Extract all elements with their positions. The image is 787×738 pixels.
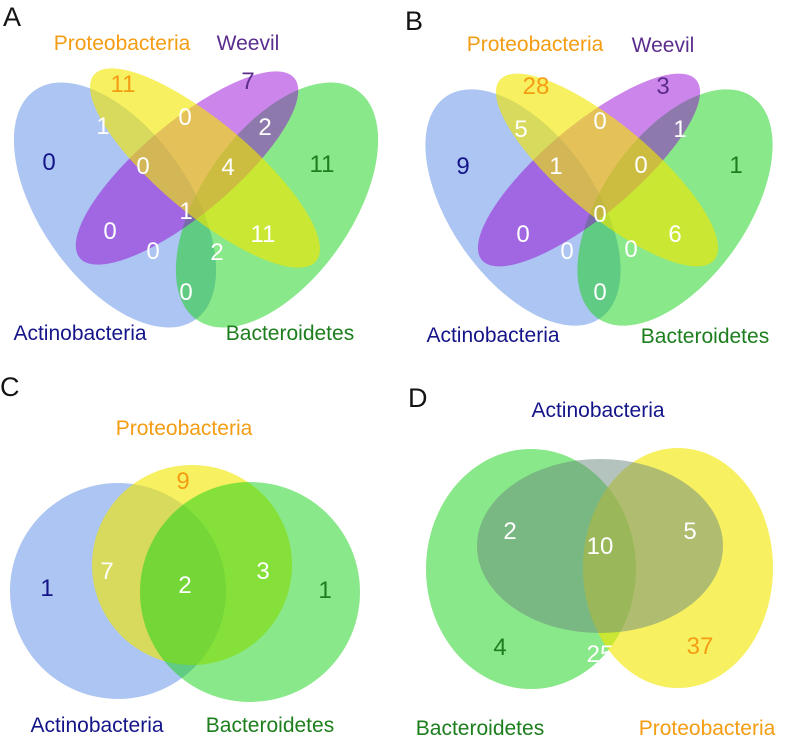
panel-letter-c: C bbox=[0, 372, 20, 402]
venn-circle-bacteroidetes bbox=[140, 482, 360, 702]
region-count-actino-weevil: 0 bbox=[103, 218, 117, 245]
region-count-proteobacteria: 9 bbox=[176, 468, 190, 495]
region-count-actino-bactero: 0 bbox=[179, 279, 193, 306]
set-label-proteobacteria: Proteobacteria bbox=[466, 33, 604, 56]
panel-a: A Proteobacteria Weevil Actinobacteria B… bbox=[0, 0, 419, 369]
region-count-proteobacteria: 11 bbox=[110, 71, 136, 98]
region-count-proteo-weevil: 0 bbox=[178, 104, 192, 131]
region-count-proteo-bactero: 6 bbox=[668, 221, 682, 248]
set-label-weevil: Weevil bbox=[216, 32, 280, 55]
region-count-weevil-bactero: 1 bbox=[673, 116, 687, 143]
region-count-actino-proteo: 5 bbox=[683, 518, 697, 545]
set-label-proteobacteria: Proteobacteria bbox=[53, 32, 191, 55]
region-count-actino-proteo-bactero: 0 bbox=[624, 236, 638, 263]
set-label-bacteroidetes: Bacteroidetes bbox=[415, 717, 545, 738]
region-count-proteo-bactero: 11 bbox=[250, 221, 276, 248]
venn-circle-actinobacteria bbox=[477, 459, 723, 633]
region-count-all-four: 0 bbox=[593, 201, 607, 228]
region-count-actino-proteo: 5 bbox=[514, 116, 528, 143]
region-count-bacteroidetes: 11 bbox=[309, 151, 335, 178]
region-count-actinobacteria: 1 bbox=[40, 575, 54, 602]
region-count-weevil: 3 bbox=[656, 73, 670, 100]
region-count-actino-proteo-bactero: 2 bbox=[210, 239, 224, 266]
region-count-bactero-proteo: 25 bbox=[586, 641, 614, 668]
region-count-proteo-weevil-bactero: 4 bbox=[221, 154, 235, 181]
region-count-actino-proteo: 1 bbox=[96, 113, 110, 140]
region-count-weevil-bactero: 2 bbox=[258, 114, 272, 141]
set-label-actinobacteria: Actinobacteria bbox=[531, 399, 665, 422]
region-count-all-three: 10 bbox=[586, 533, 614, 560]
region-count-all-three: 2 bbox=[178, 572, 192, 599]
region-count-proteobacteria: 37 bbox=[686, 633, 714, 660]
set-label-weevil: Weevil bbox=[631, 34, 695, 57]
set-label-bacteroidetes: Bacteroidetes bbox=[225, 322, 355, 345]
region-count-weevil: 7 bbox=[241, 68, 255, 95]
region-count-actino-weevil-bactero: 0 bbox=[560, 238, 574, 265]
set-label-bacteroidetes: Bacteroidetes bbox=[205, 714, 335, 737]
region-count-proteo-weevil-bactero: 0 bbox=[634, 152, 648, 179]
region-count-actinobacteria: 0 bbox=[42, 149, 56, 176]
region-count-actino-proteo-weevil: 1 bbox=[549, 153, 563, 180]
region-count-proteobacteria: 28 bbox=[522, 73, 550, 100]
region-count-proteo-weevil: 0 bbox=[593, 108, 607, 135]
region-count-actino-proteo: 7 bbox=[100, 558, 114, 585]
set-label-proteobacteria: Proteobacteria bbox=[115, 417, 253, 440]
region-count-bacteroidetes: 4 bbox=[493, 634, 507, 661]
set-label-actinobacteria: Actinobacteria bbox=[13, 322, 147, 345]
region-count-all-four: 1 bbox=[179, 198, 193, 225]
panel-c: C Proteobacteria Actinobacteria Bacteroi… bbox=[0, 369, 393, 738]
panel-b: B Proteobacteria Weevil Actinobacteria B… bbox=[386, 0, 787, 369]
panel-letter-b: B bbox=[405, 6, 424, 36]
region-count-actino-proteo-weevil: 0 bbox=[136, 153, 150, 180]
region-count-actinobacteria: 9 bbox=[456, 153, 470, 180]
set-label-actinobacteria: Actinobacteria bbox=[426, 324, 560, 347]
region-count-proteo-bactero: 3 bbox=[256, 558, 270, 585]
set-label-proteobacteria: Proteobacteria bbox=[638, 717, 776, 738]
region-count-actino-bactero: 0 bbox=[593, 279, 607, 306]
region-count-actino-weevil-bactero: 0 bbox=[146, 238, 160, 265]
panel-letter-a: A bbox=[3, 2, 22, 32]
panel-d: D Actinobacteria Bacteroidetes Proteobac… bbox=[393, 369, 786, 738]
region-count-actino-weevil: 0 bbox=[516, 221, 530, 248]
region-count-bacteroidetes: 1 bbox=[729, 152, 743, 179]
panel-letter-d: D bbox=[408, 383, 428, 413]
set-label-bacteroidetes: Bacteroidetes bbox=[640, 325, 770, 348]
set-label-actinobacteria: Actinobacteria bbox=[30, 714, 164, 737]
region-count-bactero-actino: 2 bbox=[503, 518, 517, 545]
region-count-bacteroidetes: 1 bbox=[318, 577, 332, 604]
